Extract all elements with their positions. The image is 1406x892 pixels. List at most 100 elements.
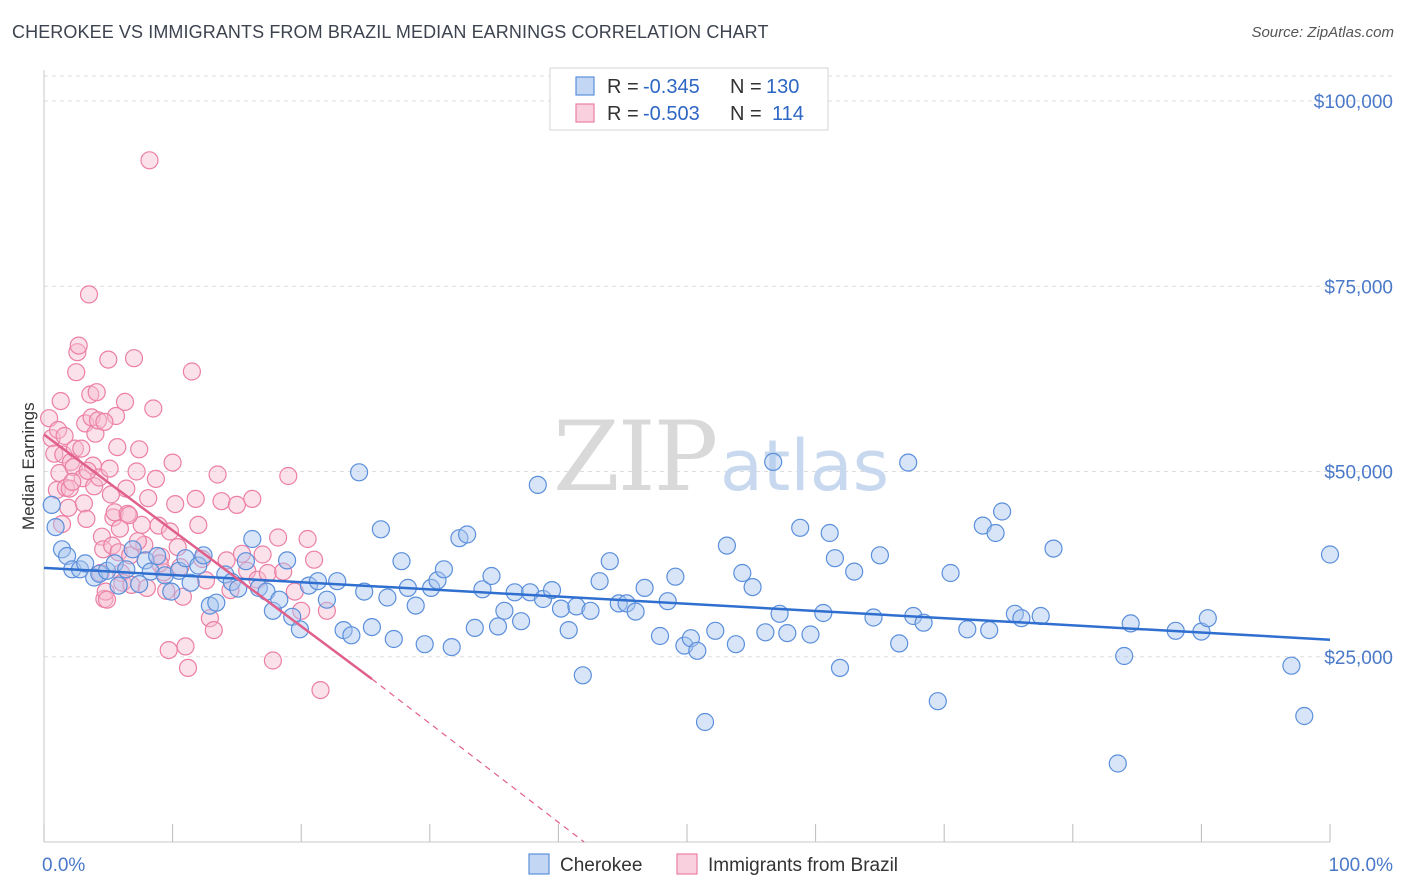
cherokee-point xyxy=(695,712,715,732)
legend-swatch-cherokee xyxy=(575,76,595,96)
brazil-point xyxy=(263,651,282,670)
cherokee-point xyxy=(581,601,600,620)
brazil-point xyxy=(69,336,88,355)
cherokee-point xyxy=(415,635,434,654)
brazil-point xyxy=(74,494,94,513)
cherokee-point xyxy=(482,566,501,586)
brazil-point xyxy=(189,515,208,535)
brazil-point xyxy=(200,609,219,628)
brazil-point xyxy=(100,459,119,478)
cherokee-point xyxy=(442,637,461,657)
brazil-series xyxy=(39,151,336,700)
y-tick-label: $50,000 xyxy=(1324,463,1393,484)
cherokee-point xyxy=(117,560,136,579)
cherokee-point xyxy=(148,546,167,566)
brazil-point xyxy=(72,439,91,458)
cherokee-point xyxy=(1115,646,1134,666)
cherokee-point xyxy=(1012,609,1031,628)
cherokee-point xyxy=(488,617,508,636)
cherokee-point xyxy=(845,562,864,581)
cherokee-point xyxy=(136,551,155,570)
brazil-point xyxy=(95,412,114,431)
brazil-point xyxy=(154,563,173,582)
brazil-point xyxy=(305,550,324,569)
brazil-point xyxy=(103,536,122,555)
cherokee-point xyxy=(278,551,297,570)
legend-box xyxy=(549,67,829,131)
brazil-point xyxy=(298,529,317,549)
cherokee-point xyxy=(717,536,737,555)
cherokee-point xyxy=(830,658,850,678)
legend-n-label-brazil: N = xyxy=(730,103,762,125)
cherokee-point xyxy=(406,596,425,615)
cherokee-point xyxy=(958,620,977,639)
cherokee-point xyxy=(290,620,309,639)
cherokee-point xyxy=(542,580,562,600)
cherokee-point xyxy=(590,572,609,591)
legend: R = -0.345 N = 130 R = -0.503 N = 114 xyxy=(549,67,829,131)
cherokee-point xyxy=(458,525,477,544)
y-tick-label: $75,000 xyxy=(1324,277,1393,298)
cherokee-point xyxy=(899,453,918,472)
bottom-legend-label-brazil: Immigrants from Brazil xyxy=(708,855,898,876)
cherokee-point xyxy=(308,572,327,591)
cherokee-point xyxy=(317,590,336,609)
brazil-point xyxy=(78,461,97,480)
brazil-point xyxy=(160,522,180,541)
brazil-point xyxy=(88,411,108,430)
cherokee-point xyxy=(890,634,909,653)
brazil-point xyxy=(178,658,198,678)
brazil-point xyxy=(173,587,192,606)
brazil-point xyxy=(115,392,135,411)
legend-swatch-brazil xyxy=(575,103,595,123)
cherokee-point xyxy=(743,577,762,597)
cherokee-point xyxy=(864,608,883,627)
cherokee-point xyxy=(825,549,845,568)
cherokee-point xyxy=(243,529,262,549)
legend-r-label-brazil: R = xyxy=(607,103,639,125)
cherokee-point xyxy=(986,523,1005,543)
cherokee-point xyxy=(76,554,95,573)
cherokee-point xyxy=(573,666,592,685)
brazil-point xyxy=(186,489,205,508)
cherokee-point xyxy=(666,567,685,586)
cherokee-point xyxy=(551,599,571,618)
bottom-legend-label-cherokee: Cherokee xyxy=(560,855,642,876)
cherokee-point xyxy=(362,617,381,637)
brazil-point xyxy=(227,495,246,514)
cherokee-point xyxy=(1031,606,1050,626)
cherokee-point xyxy=(1108,754,1127,773)
cherokee-point xyxy=(528,475,547,494)
brazil-point xyxy=(140,151,159,170)
cherokee-point xyxy=(650,626,670,646)
y-tick-labels: $25,000 $50,000 $75,000 $100,000 xyxy=(1314,92,1393,669)
cherokee-point xyxy=(46,517,65,537)
brazil-point xyxy=(79,285,99,304)
cherokee-point xyxy=(992,502,1012,521)
legend-r-label-cherokee: R = xyxy=(607,76,639,98)
cherokee-point xyxy=(162,582,181,601)
brazil-point xyxy=(204,620,223,640)
brazil-point xyxy=(139,489,158,508)
brazil-point xyxy=(99,350,118,369)
brazil-point xyxy=(119,506,138,525)
brazil-point xyxy=(144,399,163,418)
cherokee-point xyxy=(635,578,654,598)
x-tick-label-max: 100.0% xyxy=(1329,855,1394,876)
brazil-point xyxy=(127,462,146,481)
y-tick-label: $25,000 xyxy=(1324,648,1393,669)
cherokee-point xyxy=(207,593,226,612)
brazil-point xyxy=(146,469,165,488)
brazil-point xyxy=(166,495,185,514)
cherokee-point xyxy=(814,603,833,623)
chart-title: CHEROKEE VS IMMIGRANTS FROM BRAZIL MEDIA… xyxy=(12,22,769,42)
cherokee-point xyxy=(626,602,645,621)
brazil-point xyxy=(311,680,330,700)
cherokee-point xyxy=(434,560,453,579)
brazil-point xyxy=(130,440,149,459)
legend-n-label-cherokee: N = xyxy=(730,76,762,98)
cherokee-point xyxy=(791,518,810,537)
cherokee-point xyxy=(756,623,775,642)
cherokee-point xyxy=(980,620,999,640)
cherokee-point xyxy=(559,620,578,640)
